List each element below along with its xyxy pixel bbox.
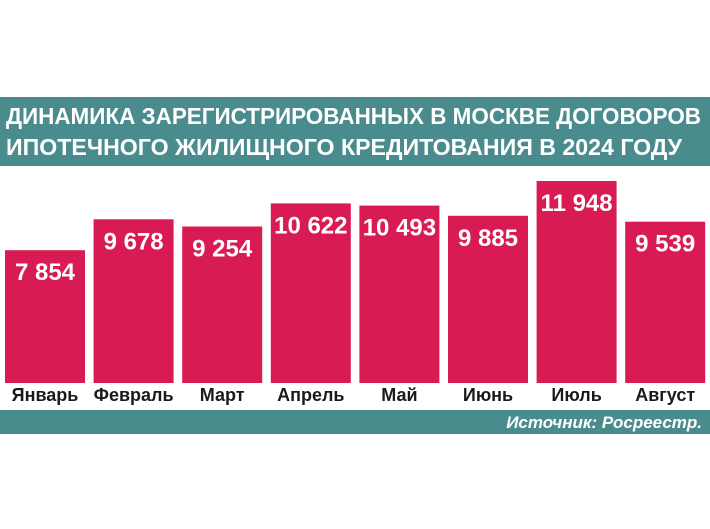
value-label: 9 885: [458, 225, 518, 252]
bars-group: 7 854 Январь 9 678 Февраль 9 254 Март 10 622 Ап…: [5, 181, 706, 405]
value-label: 11 948: [541, 190, 613, 217]
bar-8: [625, 221, 706, 383]
source-note: Источник: Росреестр.: [506, 413, 702, 432]
source-band: [0, 410, 710, 434]
value-label: 9 539: [635, 231, 695, 258]
value-label: 9 678: [104, 228, 164, 255]
category-label: Январь: [12, 385, 79, 405]
value-label: 10 493: [363, 215, 436, 242]
category-label: Май: [381, 385, 417, 405]
bar-3: [182, 226, 263, 383]
category-label: Февраль: [94, 385, 174, 405]
chart-title-line-2: ИПОТЕЧНОГО ЖИЛИЩНОГО КРЕДИТОВАНИЯ В 2024…: [6, 134, 683, 160]
bar-1: [5, 250, 85, 383]
category-label: Июль: [551, 385, 601, 405]
bar-4: [270, 203, 351, 383]
category-label: Март: [200, 385, 245, 405]
bar-7: [536, 181, 617, 383]
category-label: Апрель: [277, 385, 344, 405]
bar-6: [448, 215, 528, 383]
title-band: [0, 97, 710, 166]
chart-title-line-1: ДИНАМИКА ЗАРЕГИСТРИРОВАННЫХ В МОСКВЕ ДОГ…: [6, 103, 701, 129]
category-label: Август: [635, 385, 695, 405]
value-label: 7 854: [15, 259, 76, 286]
bar-5: [359, 205, 440, 383]
category-label: Июнь: [463, 385, 513, 405]
value-label: 9 254: [192, 236, 253, 263]
bar-2: [93, 219, 174, 383]
value-label: 10 622: [274, 212, 347, 239]
